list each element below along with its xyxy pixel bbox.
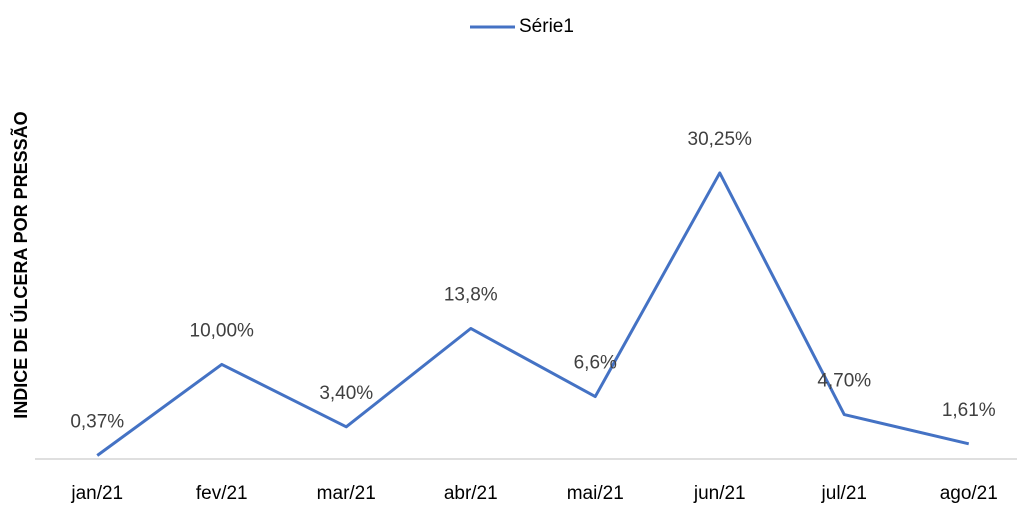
x-tick-label: jan/21 — [70, 483, 123, 504]
data-label: 1,61% — [942, 400, 996, 421]
data-label: 6,6% — [574, 353, 617, 374]
data-label: 10,00% — [190, 320, 255, 341]
x-tick-label: jul/21 — [821, 483, 867, 504]
data-label: 4,70% — [817, 371, 871, 392]
legend-label: Série1 — [519, 16, 574, 37]
series-line — [96, 171, 970, 457]
data-label: 0,37% — [70, 412, 124, 433]
x-tick-label: ago/21 — [940, 483, 998, 504]
data-label: 3,40% — [319, 383, 373, 404]
data-label: 13,8% — [444, 285, 498, 306]
x-tick-label: fev/21 — [196, 483, 248, 504]
x-tick-label: abr/21 — [444, 483, 498, 504]
x-tick-label: mar/21 — [317, 483, 376, 504]
x-tick-label: jun/21 — [693, 483, 746, 504]
y-axis-label: INDICE DE ÚLCERA POR PRESSÃO — [10, 111, 31, 418]
data-label: 30,25% — [688, 129, 753, 150]
x-tick-label: mai/21 — [567, 483, 624, 504]
